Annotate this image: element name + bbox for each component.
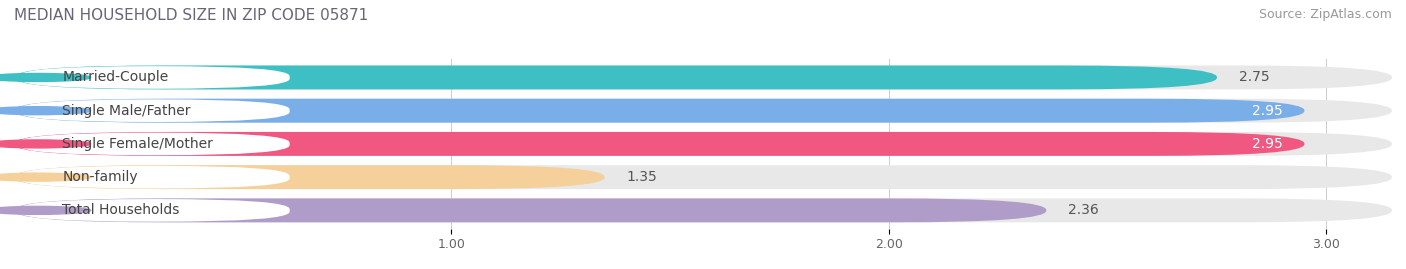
FancyBboxPatch shape — [14, 132, 1305, 156]
Text: MEDIAN HOUSEHOLD SIZE IN ZIP CODE 05871: MEDIAN HOUSEHOLD SIZE IN ZIP CODE 05871 — [14, 8, 368, 23]
FancyBboxPatch shape — [14, 199, 1046, 222]
FancyBboxPatch shape — [18, 133, 290, 155]
Circle shape — [0, 107, 90, 115]
Circle shape — [0, 73, 90, 82]
Text: Married-Couple: Married-Couple — [62, 70, 169, 84]
Text: 2.95: 2.95 — [1251, 137, 1282, 151]
Text: Total Households: Total Households — [62, 203, 180, 217]
Text: Non-family: Non-family — [62, 170, 138, 184]
FancyBboxPatch shape — [18, 99, 290, 122]
FancyBboxPatch shape — [18, 166, 290, 189]
FancyBboxPatch shape — [14, 165, 605, 189]
FancyBboxPatch shape — [14, 132, 1392, 156]
Text: 1.35: 1.35 — [627, 170, 657, 184]
Text: 2.75: 2.75 — [1239, 70, 1270, 84]
Text: 2.95: 2.95 — [1251, 104, 1282, 118]
Circle shape — [0, 140, 90, 148]
Text: Single Male/Father: Single Male/Father — [62, 104, 191, 118]
FancyBboxPatch shape — [14, 65, 1218, 89]
FancyBboxPatch shape — [14, 99, 1305, 123]
FancyBboxPatch shape — [18, 66, 290, 89]
FancyBboxPatch shape — [18, 199, 290, 222]
Text: Source: ZipAtlas.com: Source: ZipAtlas.com — [1258, 8, 1392, 21]
FancyBboxPatch shape — [14, 65, 1392, 89]
Circle shape — [0, 173, 90, 181]
FancyBboxPatch shape — [14, 165, 1392, 189]
FancyBboxPatch shape — [14, 99, 1392, 123]
Text: Single Female/Mother: Single Female/Mother — [62, 137, 214, 151]
FancyBboxPatch shape — [14, 199, 1392, 222]
Text: 2.36: 2.36 — [1069, 203, 1099, 217]
Circle shape — [0, 206, 90, 214]
